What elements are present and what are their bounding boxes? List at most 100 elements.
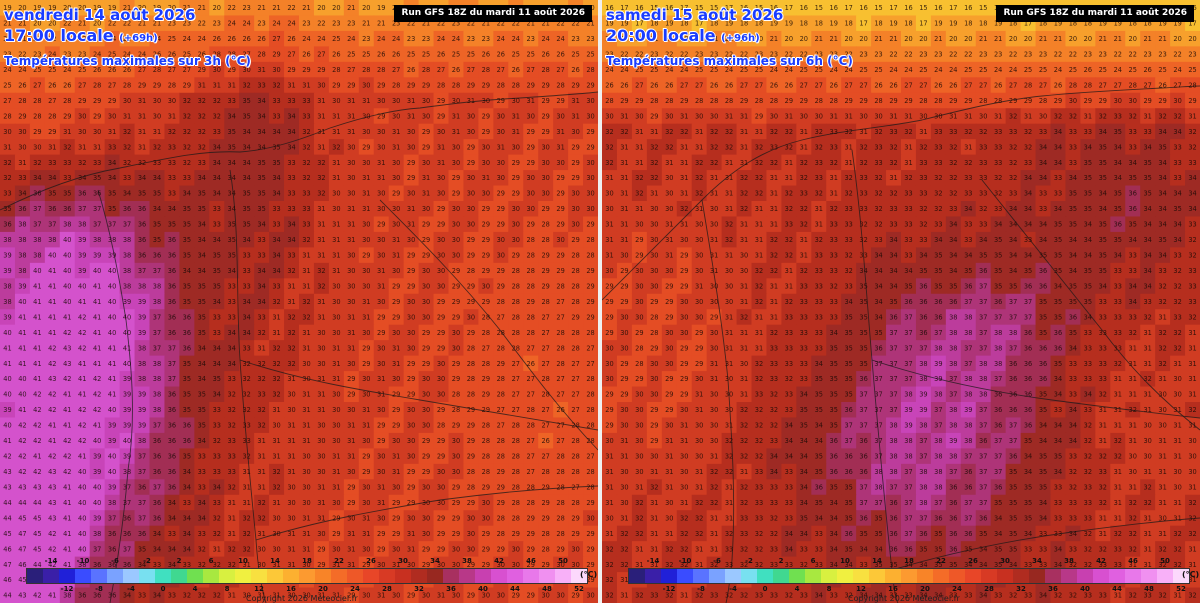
temperature-cell bbox=[433, 61, 450, 78]
temperature-value: 28 bbox=[467, 375, 475, 383]
temperature-cell bbox=[478, 247, 494, 264]
temperature-value: 25 bbox=[332, 35, 340, 43]
temperature-value: 34 bbox=[198, 514, 206, 522]
temperature-value: 29 bbox=[437, 545, 445, 553]
temperature-cell bbox=[523, 278, 539, 295]
temperature-cell bbox=[328, 123, 345, 140]
temperature-value: 41 bbox=[93, 329, 101, 337]
temperature-value: 28 bbox=[571, 453, 579, 461]
temperature-value: 30 bbox=[377, 143, 385, 151]
temperature-value: 30 bbox=[302, 483, 310, 491]
temperature-value: 29 bbox=[467, 282, 475, 290]
temperature-value: 23 bbox=[586, 35, 594, 43]
temperature-value: 33 bbox=[272, 205, 280, 213]
temperature-cell bbox=[343, 15, 360, 32]
temperature-value: 29 bbox=[78, 97, 86, 105]
temperature-value: 32 bbox=[123, 159, 131, 167]
temperature-value: 28 bbox=[452, 81, 460, 89]
temperature-cell bbox=[59, 247, 76, 264]
temperature-value: 29 bbox=[527, 128, 535, 136]
legend-swatch bbox=[299, 569, 315, 583]
temperature-value: 28 bbox=[571, 282, 579, 290]
temperature-value: 28 bbox=[512, 437, 520, 445]
temperature-cell bbox=[493, 77, 509, 94]
temperature-map: 19 20 19 19 20 20 19 19 21 20 19 20 21 21 20 22 23 21 21 22… bbox=[0, 0, 598, 603]
temperature-cell bbox=[538, 108, 554, 125]
temperature-value: 39 bbox=[138, 329, 146, 337]
temperature-value: 22 bbox=[1069, 51, 1077, 59]
temperature-value: 31 bbox=[347, 344, 355, 352]
temperature-value: 29 bbox=[452, 422, 460, 430]
copyright-notice: Copyright 2026 Meteociel.fr bbox=[246, 594, 358, 603]
temperature-value: 39 bbox=[138, 313, 146, 321]
temperature-cell bbox=[224, 92, 240, 109]
temperature-cell bbox=[538, 77, 554, 94]
temperature-cell bbox=[313, 123, 330, 140]
temperature-value: 28 bbox=[512, 499, 520, 507]
temperature-value: 34 bbox=[287, 112, 295, 120]
temperature-value: 41 bbox=[33, 375, 41, 383]
temperature-cell bbox=[493, 201, 509, 218]
temperature-value: 41 bbox=[78, 360, 86, 368]
temperature-value: 30 bbox=[422, 205, 430, 213]
temperature-value: 29 bbox=[377, 545, 385, 553]
temperature-value: 31 bbox=[317, 252, 325, 260]
temperature-cell bbox=[269, 278, 285, 295]
temperature-value: 37 bbox=[33, 205, 41, 213]
temperature-value: 28 bbox=[556, 514, 564, 522]
temperature-value: 27 bbox=[527, 344, 535, 352]
temperature-value: 36 bbox=[3, 221, 11, 229]
temperature-cell bbox=[433, 46, 450, 63]
temperature-value: 33 bbox=[63, 159, 71, 167]
temperature-value: 23 bbox=[482, 35, 490, 43]
temperature-cell bbox=[358, 77, 375, 94]
temperature-value: 30 bbox=[422, 530, 430, 538]
temperature-value: 42 bbox=[63, 375, 71, 383]
temperature-value: 31 bbox=[287, 282, 295, 290]
temperature-value: 26 bbox=[541, 437, 549, 445]
temperature-value: 32 bbox=[63, 143, 71, 151]
temperature-value: 40 bbox=[123, 360, 131, 368]
temperature-cell bbox=[553, 247, 569, 264]
temperature-value: 29 bbox=[527, 221, 535, 229]
temperature-cell bbox=[254, 139, 270, 156]
temperature-value: 22 bbox=[1009, 51, 1017, 59]
temperature-cell bbox=[239, 201, 255, 218]
temperature-value: 30 bbox=[571, 190, 579, 198]
temperature-value: 31 bbox=[287, 437, 295, 445]
temperature-value: 34 bbox=[287, 128, 295, 136]
temperature-value: 35 bbox=[153, 221, 161, 229]
temperature-value: 29 bbox=[586, 298, 594, 306]
temperature-cell bbox=[358, 123, 375, 140]
temperature-cell bbox=[568, 216, 584, 233]
temperature-value: 36 bbox=[138, 252, 146, 260]
temperature-value: 24 bbox=[347, 35, 355, 43]
temperature-value: 30 bbox=[541, 174, 549, 182]
legend-swatch bbox=[347, 569, 363, 583]
temperature-value: 29 bbox=[527, 159, 535, 167]
temperature-value: 30 bbox=[332, 329, 340, 337]
temperature-value: 29 bbox=[586, 221, 594, 229]
temperature-cell bbox=[224, 61, 240, 78]
temperature-value: 30 bbox=[392, 545, 400, 553]
temperature-value: 31 bbox=[257, 530, 265, 538]
temperature-cell bbox=[373, 108, 390, 125]
temperature-value: 36 bbox=[63, 205, 71, 213]
temperature-value: 30 bbox=[422, 483, 430, 491]
temperature-value: 29 bbox=[467, 298, 475, 306]
temperature-value: 17 bbox=[785, 4, 793, 12]
temperature-cell bbox=[134, 262, 151, 279]
temperature-cell bbox=[104, 61, 121, 78]
temperature-cell bbox=[74, 231, 91, 248]
temperature-value: 34 bbox=[198, 375, 206, 383]
temperature-value: 23 bbox=[874, 51, 882, 59]
temperature-value: 35 bbox=[63, 190, 71, 198]
temperature-value: 33 bbox=[168, 174, 176, 182]
temperature-value: 29 bbox=[571, 313, 579, 321]
temperature-value: 25 bbox=[527, 51, 535, 59]
temperature-value: 25 bbox=[571, 51, 579, 59]
temperature-value: 36 bbox=[168, 267, 176, 275]
temperature-value: 25 bbox=[1024, 66, 1032, 74]
temperature-value: 31 bbox=[347, 313, 355, 321]
temperature-cell bbox=[553, 92, 569, 109]
